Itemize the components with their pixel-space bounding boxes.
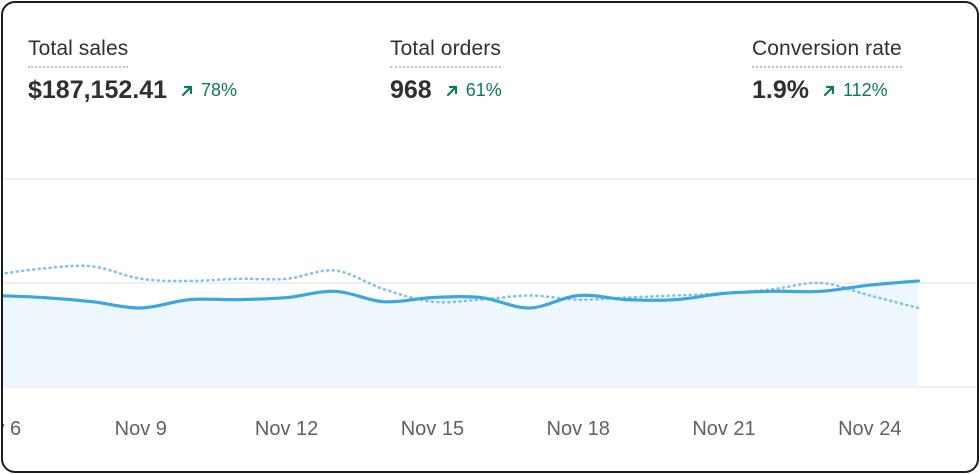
x-axis-tick-label: Nov 18 <box>547 418 610 440</box>
series-line-current <box>3 279 920 310</box>
x-axis-tick-label: Nov 6 <box>3 418 21 440</box>
metric-value: 1.9% <box>752 76 809 104</box>
arrow-up-right-icon <box>823 85 835 96</box>
x-axis-tick-label: Nov 9 <box>115 418 167 440</box>
x-axis-tick-label: Nov 12 <box>255 418 318 440</box>
x-axis-tick-label: Nov 21 <box>692 418 755 440</box>
arrow-up-right-icon <box>446 85 457 96</box>
metric-change: 61% <box>446 80 502 101</box>
metric-title[interactable]: Conversion rate <box>752 37 902 68</box>
x-axis-tick-label: Nov 24 <box>838 418 901 440</box>
metric-title[interactable]: Total orders <box>390 37 501 68</box>
metric-change: 78% <box>181 80 237 101</box>
metric-conversion-rate[interactable]: Conversion rate 1.9% 112% <box>752 37 902 105</box>
metric-change-value: 61% <box>465 80 502 100</box>
sales-line-chart[interactable]: Nov 6 Nov 9 Nov 12 Nov 15 Nov 18 Nov 21 Nov 24 <box>3 3 977 471</box>
x-axis-tick-label: Nov 15 <box>401 418 464 440</box>
metric-change-value: 112% <box>842 80 888 100</box>
metric-value: $187,152.41 <box>28 76 168 104</box>
series-area <box>3 280 919 387</box>
metric-title[interactable]: Total sales <box>28 37 129 68</box>
metric-change: 112% <box>823 80 888 101</box>
series-line-comparison <box>3 264 920 310</box>
metric-total-orders[interactable]: Total orders 968 61% <box>390 37 502 105</box>
metric-total-sales[interactable]: Total sales $187,152.41 78% <box>28 37 237 105</box>
metric-change-value: 78% <box>201 80 238 100</box>
arrow-up-right-icon <box>181 85 193 96</box>
metric-value: 968 <box>390 76 432 104</box>
